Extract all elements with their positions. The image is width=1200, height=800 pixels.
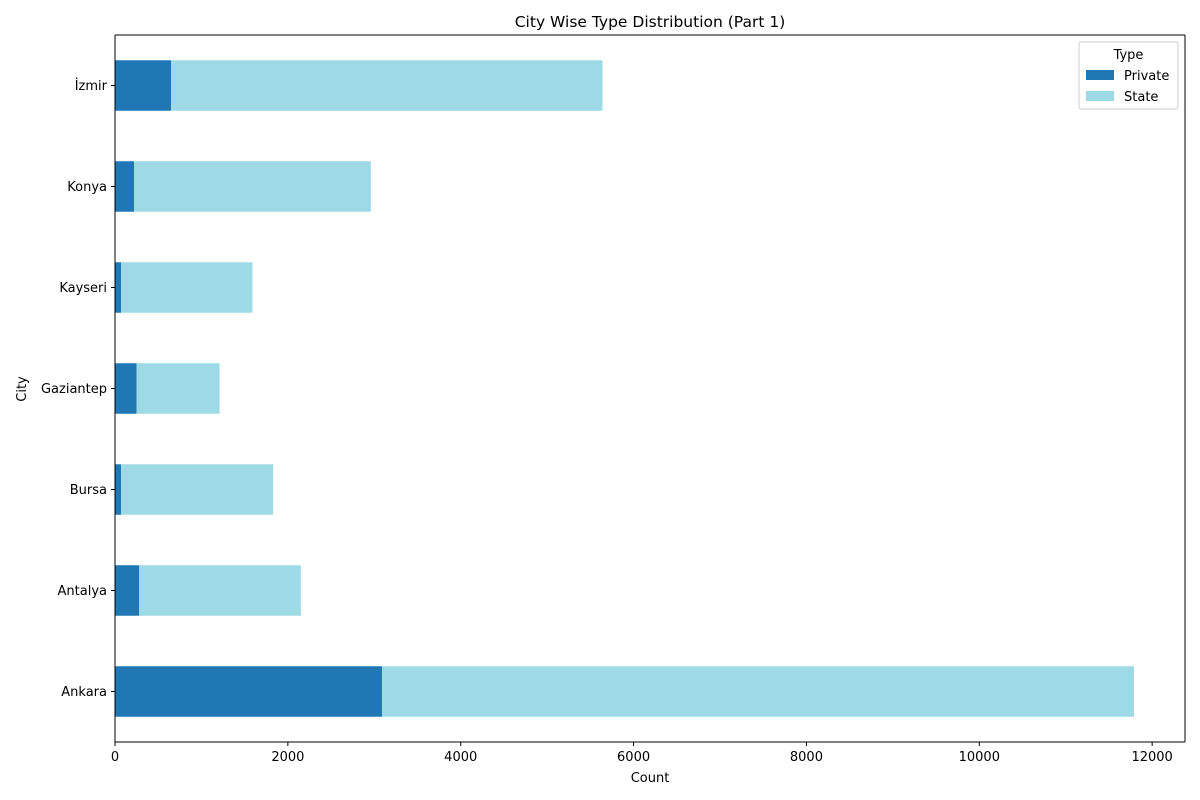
y-tick-label: İzmir: [75, 78, 108, 94]
legend-label-private: Private: [1124, 69, 1169, 84]
bar-private-3: [115, 363, 137, 414]
y-tick-label: Konya: [67, 180, 107, 195]
bar-state-5: [134, 161, 371, 212]
y-tick-label: Gaziantep: [41, 382, 107, 397]
x-tick-label: 2000: [271, 750, 304, 765]
legend-swatch-state: [1086, 91, 1114, 101]
bars-layer: [115, 60, 1135, 717]
bar-private-0: [115, 666, 383, 717]
y-tick-label: Kayseri: [59, 281, 107, 296]
x-tick-label: 8000: [790, 750, 823, 765]
bar-state-6: [171, 60, 603, 111]
legend-title: Type: [1113, 48, 1144, 63]
x-tick-label: 0: [111, 750, 119, 765]
axes-layer: Ankara Antalya Bursa Gaziantep Kayseri Konya İ…: [41, 34, 1186, 765]
y-tick-label: Bursa: [70, 483, 107, 498]
bar-private-1: [115, 565, 140, 616]
x-tick-label: 10000: [959, 750, 1000, 765]
bar-private-5: [115, 161, 135, 212]
y-tick-label: Antalya: [58, 584, 107, 599]
bar-private-2: [115, 464, 122, 515]
y-tick-label: Ankara: [61, 685, 107, 700]
chart-title: City Wise Type Distribution (Part 1): [515, 13, 786, 31]
legend-label-state: State: [1124, 90, 1158, 105]
legend-swatch-private: [1086, 70, 1114, 80]
x-tick-label: 12000: [1131, 750, 1172, 765]
bar-state-1: [139, 565, 301, 616]
bar-state-3: [136, 363, 220, 414]
y-axis-title: City: [15, 376, 30, 402]
bar-private-6: [115, 60, 172, 111]
x-axis-title: Count: [631, 771, 670, 786]
bar-state-2: [121, 464, 274, 515]
x-tick-label: 6000: [617, 750, 650, 765]
bar-private-4: [115, 262, 122, 313]
x-tick-label: 4000: [444, 750, 477, 765]
legend: Type Private State: [1078, 41, 1179, 110]
bar-state-0: [382, 666, 1135, 717]
bar-state-4: [121, 262, 253, 313]
